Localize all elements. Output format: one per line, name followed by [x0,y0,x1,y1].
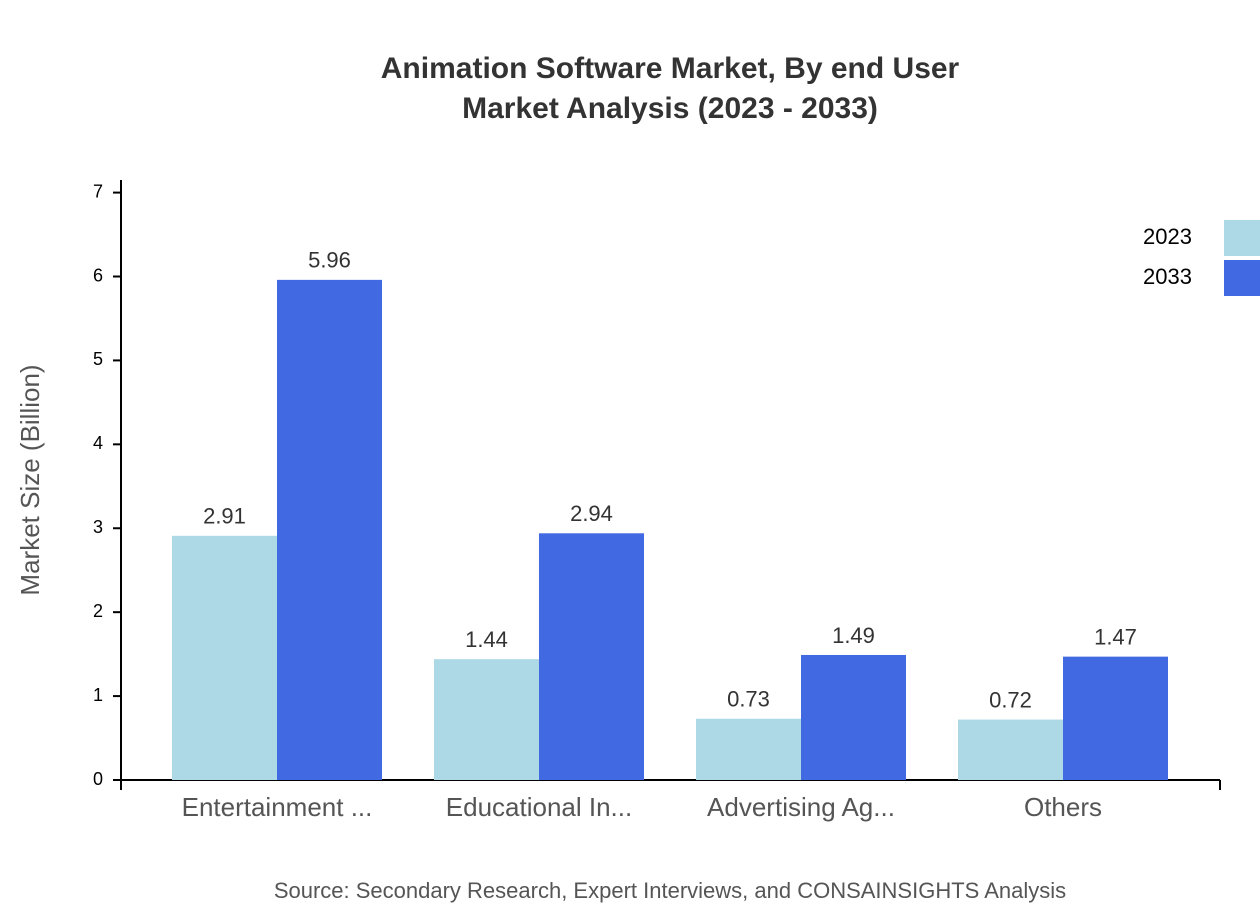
bar [801,654,906,780]
bar [172,535,277,780]
x-tick-label: Others [1024,792,1102,822]
bar [958,719,1063,780]
value-label: 5.96 [308,248,351,273]
legend-label: 2033 [1143,264,1192,289]
value-label: 2.91 [203,504,246,529]
value-label: 1.44 [465,627,508,652]
bar [434,659,539,780]
value-label: 1.47 [1094,624,1137,649]
x-tick-label: Entertainment ... [182,792,373,822]
y-tick-label: 5 [93,349,103,369]
x-tick-label: Educational In... [446,792,632,822]
value-label: 1.49 [832,623,875,648]
chart-title: Animation Software Market, By end User [381,52,960,85]
legend-swatch [1224,220,1260,256]
value-label: 0.73 [727,687,770,712]
y-tick-label: 0 [93,769,103,789]
y-tick-label: 2 [93,601,103,621]
x-tick-label: Advertising Ag... [707,792,895,822]
y-tick-label: 1 [93,685,103,705]
bar [1063,656,1168,780]
y-axis-label: Market Size (Billion) [15,364,45,595]
bar [277,279,382,780]
chart-subtitle: Market Analysis (2023 - 2033) [462,92,878,125]
bar [696,718,801,780]
bar [539,533,644,780]
y-tick-label: 7 [93,181,103,201]
legend-swatch [1224,260,1260,296]
legend-label: 2023 [1143,224,1192,249]
value-label: 0.72 [989,687,1032,712]
y-tick-label: 6 [93,265,103,285]
y-tick-label: 3 [93,517,103,537]
value-label: 2.94 [570,501,613,526]
y-tick-label: 4 [93,433,103,453]
source-note: Source: Secondary Research, Expert Inter… [274,878,1066,903]
